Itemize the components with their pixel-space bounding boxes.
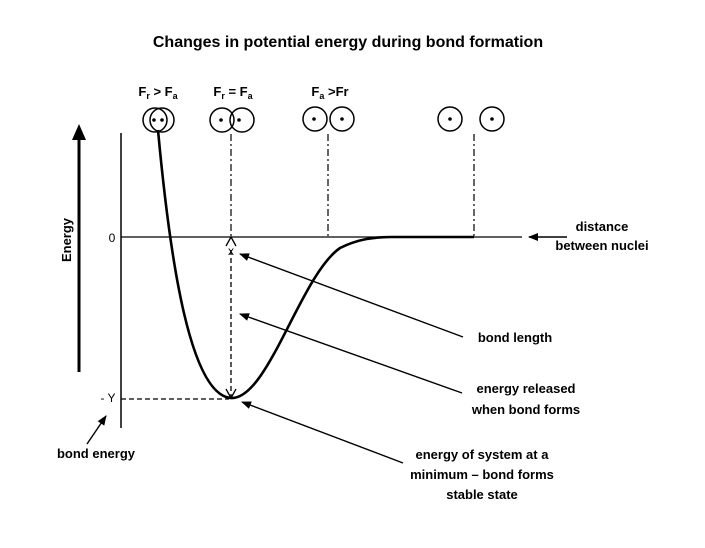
energy-released-pointer xyxy=(239,313,463,394)
bond-energy-pointer xyxy=(86,415,107,445)
bond-energy-label: bond energy xyxy=(57,446,136,461)
atom-pair-bonded xyxy=(209,107,255,133)
atom-pair-separated xyxy=(437,106,505,132)
distance-label-line1: distance xyxy=(576,219,629,234)
bond-length-marker: x xyxy=(228,244,234,258)
force-label-attraction-greater: Fa >Fr xyxy=(311,84,348,101)
atom-pair-overlapping xyxy=(142,107,175,133)
minimum-energy-label-line2: minimum – bond forms xyxy=(410,467,554,482)
min-energy-tick-label: - Y xyxy=(100,391,115,405)
bond-length-arrowhead-bottom xyxy=(225,388,237,400)
force-label-equal: Fr = Fa xyxy=(213,84,253,101)
force-label-repulsion-greater: Fr > Fa xyxy=(138,84,178,101)
minimum-energy-label-line1: energy of system at a xyxy=(416,447,550,462)
atom-pair-touching xyxy=(302,106,355,132)
potential-energy-curve xyxy=(156,129,474,400)
bond-length-arrowhead-top xyxy=(225,235,237,247)
energy-axis-label: Energy xyxy=(59,217,74,262)
energy-released-label-line1: energy released xyxy=(476,381,575,396)
zero-tick-label: 0 xyxy=(109,231,116,245)
guide-lines xyxy=(230,134,475,237)
minimum-energy-label-line3: stable state xyxy=(446,487,518,502)
bond-length-label: bond length xyxy=(478,330,552,345)
distance-label-line2: between nuclei xyxy=(555,238,648,253)
diagram-title: Changes in potential energy during bond … xyxy=(153,34,543,51)
energy-arrow-head xyxy=(72,124,86,140)
energy-released-label-line2: when bond forms xyxy=(471,402,580,417)
minimum-energy-pointer xyxy=(241,401,404,464)
bond-length-pointer xyxy=(239,253,464,338)
